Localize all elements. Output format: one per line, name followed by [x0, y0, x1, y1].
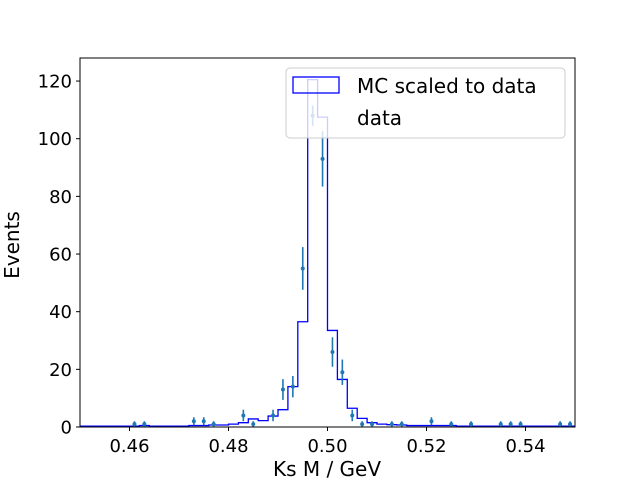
data-point: [399, 421, 404, 427]
data-point: [360, 421, 365, 427]
x-tick-label: 0.48: [208, 436, 248, 457]
data-marker: [370, 422, 375, 427]
data-point: [211, 421, 216, 427]
data-point: [350, 409, 355, 422]
data-marker: [508, 422, 513, 427]
data-marker: [469, 422, 474, 427]
y-axis-label: Events: [0, 211, 24, 279]
data-marker: [132, 422, 137, 427]
x-tick-label: 0.46: [109, 436, 149, 457]
data-point: [429, 417, 434, 426]
data-point: [508, 421, 513, 427]
legend-mc-label: MC scaled to data: [357, 74, 537, 98]
data-marker: [271, 413, 276, 418]
data-marker: [399, 422, 404, 427]
data-point: [498, 421, 503, 427]
data-point: [518, 421, 523, 427]
x-axis-label: Ks M / GeV: [273, 457, 381, 480]
legend-frame: [285, 67, 566, 139]
data-point: [241, 409, 246, 422]
data-point: [558, 421, 563, 427]
data-marker: [429, 419, 434, 424]
data-point: [330, 337, 335, 367]
data-marker: [290, 384, 295, 389]
data-marker: [142, 422, 147, 427]
data-marker: [241, 413, 246, 418]
data-point: [191, 417, 196, 426]
y-tick-label: 120: [38, 72, 72, 93]
data-point: [271, 409, 276, 422]
y-tick-label: 80: [49, 187, 72, 208]
legend-mc-swatch: [292, 76, 340, 94]
x-tick-label: 0.52: [406, 436, 446, 457]
y-tick-label: 60: [49, 245, 72, 266]
data-marker: [280, 387, 285, 392]
y-axis: 0 20 40 60 80 100 120: [38, 72, 80, 439]
data-point: [389, 421, 394, 427]
data-marker: [340, 370, 345, 375]
data-point: [251, 421, 256, 427]
legend: MC scaled to data data: [285, 67, 566, 139]
data-point: [132, 421, 137, 427]
data-point: [568, 421, 573, 427]
data-marker: [350, 413, 355, 418]
x-tick-label: 0.50: [307, 436, 347, 457]
data-marker: [330, 350, 335, 355]
data-marker: [191, 419, 196, 424]
data-point: [340, 359, 345, 385]
data-marker: [300, 266, 305, 271]
data-point: [300, 247, 305, 290]
legend-data-label: data: [357, 106, 402, 130]
data-point: [469, 421, 474, 427]
data-marker: [449, 422, 454, 427]
data-marker: [389, 422, 394, 427]
data-marker: [518, 422, 523, 427]
x-axis: 0.46 0.48 0.50 0.52 0.54: [109, 427, 546, 457]
data-point: [280, 379, 285, 400]
data-point: [320, 131, 325, 187]
data-point: [290, 375, 295, 398]
data-marker: [360, 422, 365, 427]
data-point: [370, 421, 375, 427]
y-tick-label: 20: [49, 360, 72, 381]
data-marker: [498, 422, 503, 427]
y-tick-label: 100: [38, 129, 72, 150]
x-tick-label: 0.54: [505, 436, 545, 457]
data-marker: [568, 422, 573, 427]
data-marker: [201, 419, 206, 424]
data-point: [201, 417, 206, 426]
data-point: [449, 421, 454, 427]
data-marker: [211, 422, 216, 427]
y-tick-label: 40: [49, 302, 72, 323]
data-marker: [320, 156, 325, 161]
data-marker: [251, 422, 256, 427]
data-marker: [558, 422, 563, 427]
y-tick-label: 0: [61, 418, 72, 439]
data-point: [142, 421, 147, 427]
